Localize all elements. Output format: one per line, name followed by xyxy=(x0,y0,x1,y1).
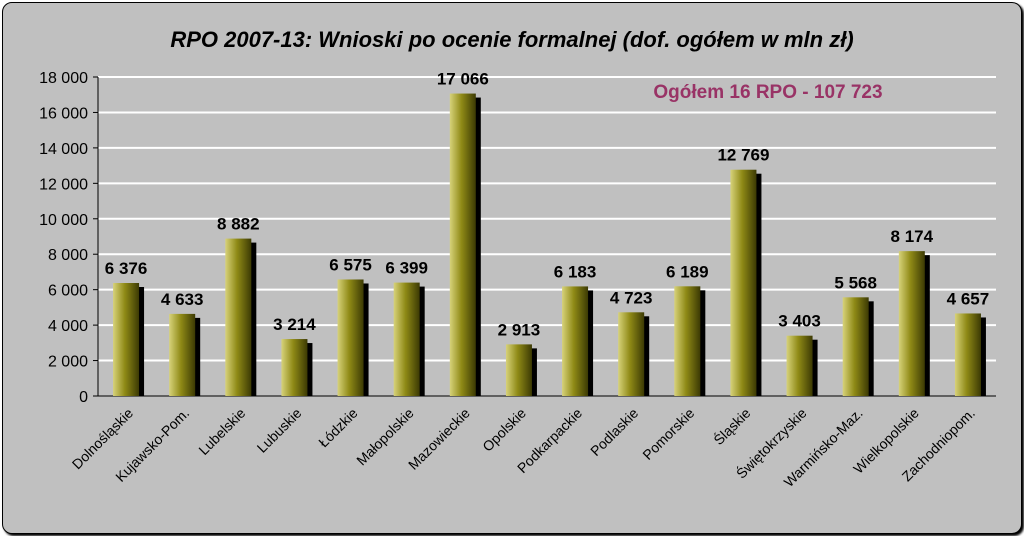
category-label: Lubelskie xyxy=(195,405,248,458)
category-label: Pomorskie xyxy=(639,405,697,463)
y-tick-label: 12 000 xyxy=(39,176,88,193)
data-label: 6 189 xyxy=(666,262,709,281)
bar xyxy=(337,279,364,396)
data-label: 6 376 xyxy=(105,259,148,278)
y-tick-label: 8 000 xyxy=(48,247,88,264)
data-label: 4 633 xyxy=(161,290,204,309)
bar xyxy=(842,297,869,396)
bar xyxy=(954,313,981,396)
y-tick-label: 4 000 xyxy=(48,318,88,335)
data-label: 6 575 xyxy=(329,255,372,274)
data-label: 4 723 xyxy=(610,288,653,307)
total-annotation: Ogółem 16 RPO - 107 723 xyxy=(653,82,882,103)
bar xyxy=(674,286,701,396)
data-label: 6 399 xyxy=(385,259,428,278)
y-tick-label: 16 000 xyxy=(39,105,88,122)
data-label: 8 174 xyxy=(891,227,934,246)
bar xyxy=(786,335,813,396)
bar xyxy=(449,93,476,397)
data-label: 8 882 xyxy=(217,215,260,234)
y-tick-label: 0 xyxy=(79,389,88,406)
bar xyxy=(730,169,757,396)
chart-title: RPO 2007-13: Wnioski po ocenie formalnej… xyxy=(170,27,853,52)
category-label: Lubuskie xyxy=(254,405,305,456)
data-label: 3 403 xyxy=(778,312,821,331)
data-label: 17 066 xyxy=(437,70,489,89)
y-tick-label: 10 000 xyxy=(39,212,88,229)
bar xyxy=(281,339,308,396)
category-label: Łódzkie xyxy=(315,405,361,451)
bar xyxy=(169,313,196,396)
category-label: Podlaskie xyxy=(587,405,641,459)
bar xyxy=(113,283,140,396)
bar xyxy=(562,286,589,396)
bar xyxy=(225,238,252,396)
y-tick-label: 18 000 xyxy=(39,70,88,87)
bar xyxy=(898,251,925,396)
y-axis: 0 2 000 4 000 6 000 8 000 10 000 12 000 14 000 1… xyxy=(39,70,996,406)
data-label: 6 183 xyxy=(554,262,597,281)
value-labels: 6 376 4 633 8 882 3 214 6 575 6 399 17 066 2 91… xyxy=(105,70,989,340)
bar xyxy=(618,312,645,396)
data-label: 4 657 xyxy=(947,289,990,308)
y-tick-label: 2 000 xyxy=(48,354,88,371)
bars xyxy=(113,93,986,397)
data-label: 3 214 xyxy=(273,315,316,334)
data-label: 12 769 xyxy=(717,146,769,165)
y-tick-label: 14 000 xyxy=(39,141,88,158)
data-label: 5 568 xyxy=(834,273,877,292)
y-tick-label: 6 000 xyxy=(48,283,88,300)
bar xyxy=(393,282,420,396)
category-label: Śląskie xyxy=(710,404,754,448)
data-label: 2 913 xyxy=(498,320,541,339)
category-label: Opolskie xyxy=(479,405,529,455)
bar xyxy=(505,344,532,396)
